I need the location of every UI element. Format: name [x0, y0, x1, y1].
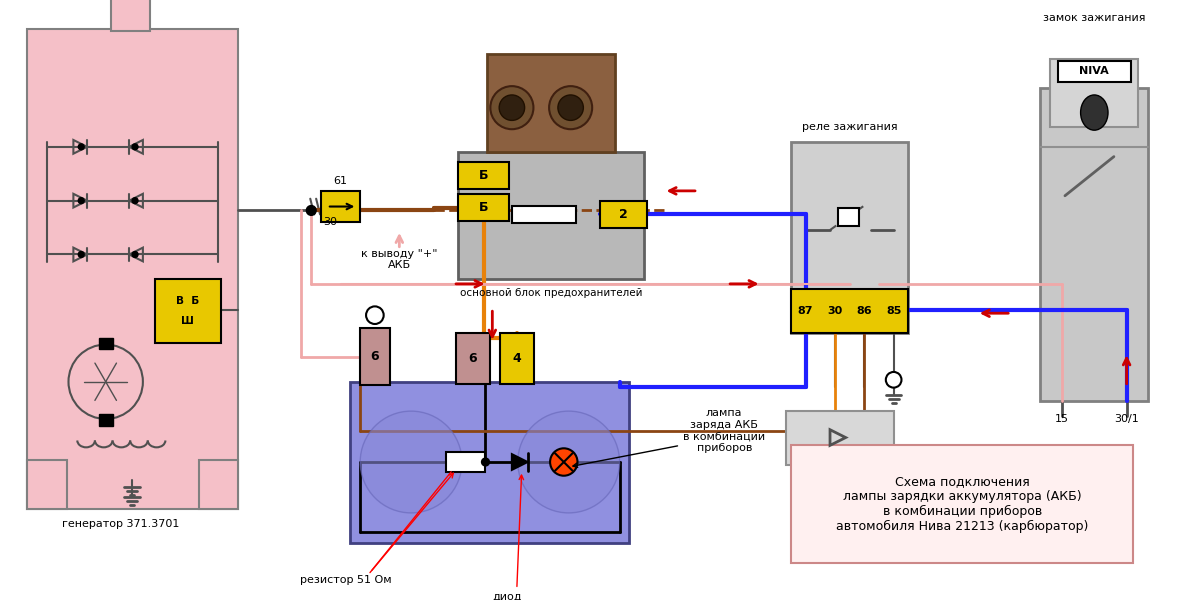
Bar [28, 460, 66, 509]
Text: основной блок предохранителей: основной блок предохранителей [460, 287, 642, 298]
Bar [838, 208, 859, 226]
Circle shape [558, 95, 583, 121]
Text: генератор 371.3701: генератор 371.3701 [61, 518, 179, 529]
Circle shape [481, 458, 490, 466]
Text: 30: 30 [827, 306, 842, 316]
Circle shape [517, 411, 619, 513]
Bar [786, 411, 894, 465]
Circle shape [491, 86, 534, 129]
Text: диод: диод [492, 592, 522, 600]
Text: 30/1: 30/1 [1115, 414, 1139, 424]
Text: Б: Б [479, 201, 488, 214]
Bar [600, 200, 647, 228]
Bar [98, 414, 113, 426]
Text: Б: Б [479, 169, 488, 182]
Circle shape [78, 251, 84, 257]
Circle shape [78, 198, 84, 203]
Bar [458, 194, 509, 221]
Circle shape [132, 198, 138, 203]
Circle shape [306, 206, 316, 215]
Text: 2: 2 [619, 208, 628, 221]
Bar [791, 289, 908, 333]
Text: 6: 6 [371, 350, 379, 363]
Circle shape [550, 86, 592, 129]
Text: Схема подключения
лампы зарядки аккумулятора (АКБ)
в комбинации приборов
автомоб: Схема подключения лампы зарядки аккумуля… [836, 475, 1088, 533]
Bar [350, 382, 629, 543]
Bar [458, 152, 644, 279]
Bar [456, 333, 491, 384]
Text: резистор 51 Ом: резистор 51 Ом [300, 575, 391, 586]
Bar [512, 206, 576, 223]
Bar [110, 0, 150, 31]
Text: реле зажигания: реле зажигания [802, 122, 898, 132]
Circle shape [499, 95, 524, 121]
Circle shape [366, 307, 384, 324]
Circle shape [886, 372, 901, 388]
Text: 6: 6 [468, 352, 478, 365]
Circle shape [78, 144, 84, 150]
Bar [1058, 61, 1130, 82]
Text: 4: 4 [512, 352, 521, 365]
Bar [360, 328, 390, 385]
Bar [500, 333, 534, 384]
Text: лампа
заряда АКБ
в комбинации
приборов: лампа заряда АКБ в комбинации приборов [683, 408, 766, 453]
Text: 61: 61 [334, 176, 348, 186]
Bar [322, 191, 360, 222]
Bar [1050, 59, 1139, 127]
Bar [791, 142, 908, 333]
Circle shape [360, 411, 462, 513]
Bar [1040, 88, 1148, 401]
Text: к выводу "+"
АКБ: к выводу "+" АКБ [361, 248, 438, 270]
Circle shape [132, 144, 138, 150]
Text: 30: 30 [323, 217, 337, 227]
Text: В  Б: В Б [176, 296, 199, 307]
Text: 86: 86 [857, 306, 872, 316]
Bar [28, 29, 238, 509]
Ellipse shape [1081, 95, 1108, 130]
Text: Ш: Ш [181, 316, 194, 326]
Bar [487, 54, 614, 152]
Text: 85: 85 [886, 306, 901, 316]
Text: замок зажигания: замок зажигания [1043, 13, 1146, 23]
Text: 87: 87 [798, 306, 814, 316]
Bar [155, 279, 221, 343]
Text: NIVA: NIVA [1080, 67, 1109, 76]
Polygon shape [512, 454, 528, 470]
Circle shape [550, 448, 577, 476]
Bar [98, 338, 113, 349]
Circle shape [132, 251, 138, 257]
Bar [446, 452, 486, 472]
Bar [458, 161, 509, 189]
Bar [199, 460, 238, 509]
Text: 15: 15 [1055, 414, 1069, 424]
Bar [791, 445, 1134, 563]
